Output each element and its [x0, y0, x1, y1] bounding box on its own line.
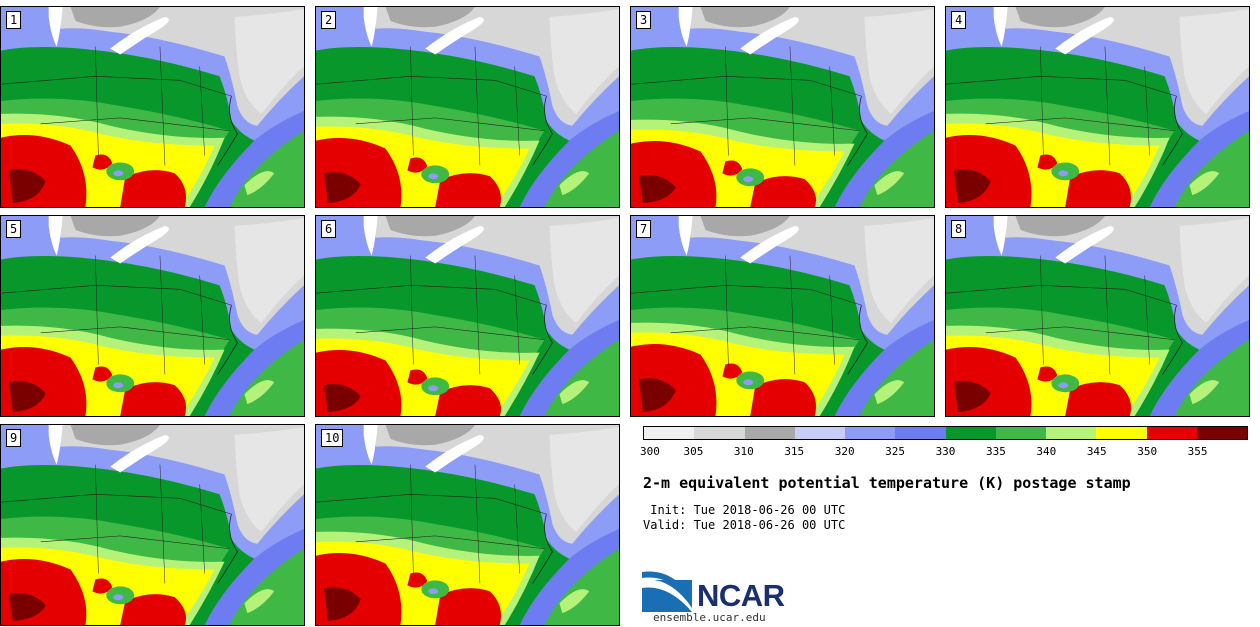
colorbar-tick-label: 350	[1137, 445, 1158, 458]
ncar-logo-text: NCAR	[697, 578, 785, 613]
colorbar-tick-label: 345	[1086, 445, 1107, 458]
postage-stamp-panel: 4	[945, 6, 1250, 208]
colorbar-segment	[744, 427, 795, 439]
postage-stamp-panel: 6	[315, 215, 620, 417]
colorbar-segment	[945, 427, 996, 439]
postage-stamp-panel: 5	[0, 215, 305, 417]
postage-stamp-panel: 1	[0, 6, 305, 208]
temperature-map	[946, 216, 1249, 416]
member-number-label: 6	[321, 220, 337, 238]
ncar-logo-icon	[642, 571, 692, 612]
colorbar-segment	[995, 427, 1046, 439]
member-number-label: 8	[951, 220, 967, 238]
temperature-map	[1, 216, 304, 416]
colorbar-segment	[1046, 427, 1097, 439]
temperature-map	[316, 425, 619, 625]
colorbar-tick-label: 340	[1036, 445, 1057, 458]
member-number-label: 7	[636, 220, 652, 238]
colorbar-ticks: 300 305 310 315 320 325 330 335 340 345 350 355	[640, 445, 1248, 460]
init-time: Init: Tue 2018-06-26 00 UTC	[643, 503, 846, 517]
colorbar-tick-label: 325	[885, 445, 906, 458]
temperature-map	[1, 7, 304, 207]
temperature-map	[946, 7, 1249, 207]
colorbar-tick-label: 300	[640, 445, 660, 458]
member-number-label: 9	[6, 429, 22, 447]
valid-time: Valid: Tue 2018-06-26 00 UTC	[643, 518, 846, 532]
colorbar-segment	[1146, 427, 1197, 439]
website-url: ensemble.ucar.edu	[653, 611, 766, 624]
colorbar-segment	[1096, 427, 1147, 439]
member-number-label: 10	[321, 429, 344, 447]
postage-stamp-panel: 7	[630, 215, 935, 417]
temperature-map	[316, 7, 619, 207]
temperature-map	[631, 216, 934, 416]
member-number-label: 4	[951, 11, 967, 29]
member-number-label: 1	[6, 11, 22, 29]
colorbar	[643, 426, 1248, 440]
colorbar-tick-label: 315	[784, 445, 805, 458]
colorbar-segment	[794, 427, 845, 439]
colorbar-tick-label: 320	[834, 445, 855, 458]
postage-stamp-panel: 10	[315, 424, 620, 626]
colorbar-segment	[845, 427, 896, 439]
member-number-label: 3	[636, 11, 652, 29]
colorbar-segment	[895, 427, 946, 439]
colorbar-segment	[694, 427, 745, 439]
temperature-map	[316, 216, 619, 416]
postage-stamp-panel: 9	[0, 424, 305, 626]
member-number-label: 5	[6, 220, 22, 238]
temperature-map	[631, 7, 934, 207]
colorbar-tick-label: 330	[935, 445, 956, 458]
postage-stamp-panel: 2	[315, 6, 620, 208]
member-number-label: 2	[321, 11, 337, 29]
colorbar-tick-label: 310	[733, 445, 754, 458]
temperature-map	[1, 425, 304, 625]
colorbar-tick-label: 335	[985, 445, 1006, 458]
colorbar-tick-label: 305	[683, 445, 704, 458]
postage-stamp-panel: 3	[630, 6, 935, 208]
colorbar-segment	[1196, 427, 1247, 439]
postage-stamp-panel: 8	[945, 215, 1250, 417]
figure-title: 2-m equivalent potential temperature (K)…	[643, 474, 1131, 492]
colorbar-tick-label: 355	[1187, 445, 1208, 458]
colorbar-segment	[644, 427, 695, 439]
